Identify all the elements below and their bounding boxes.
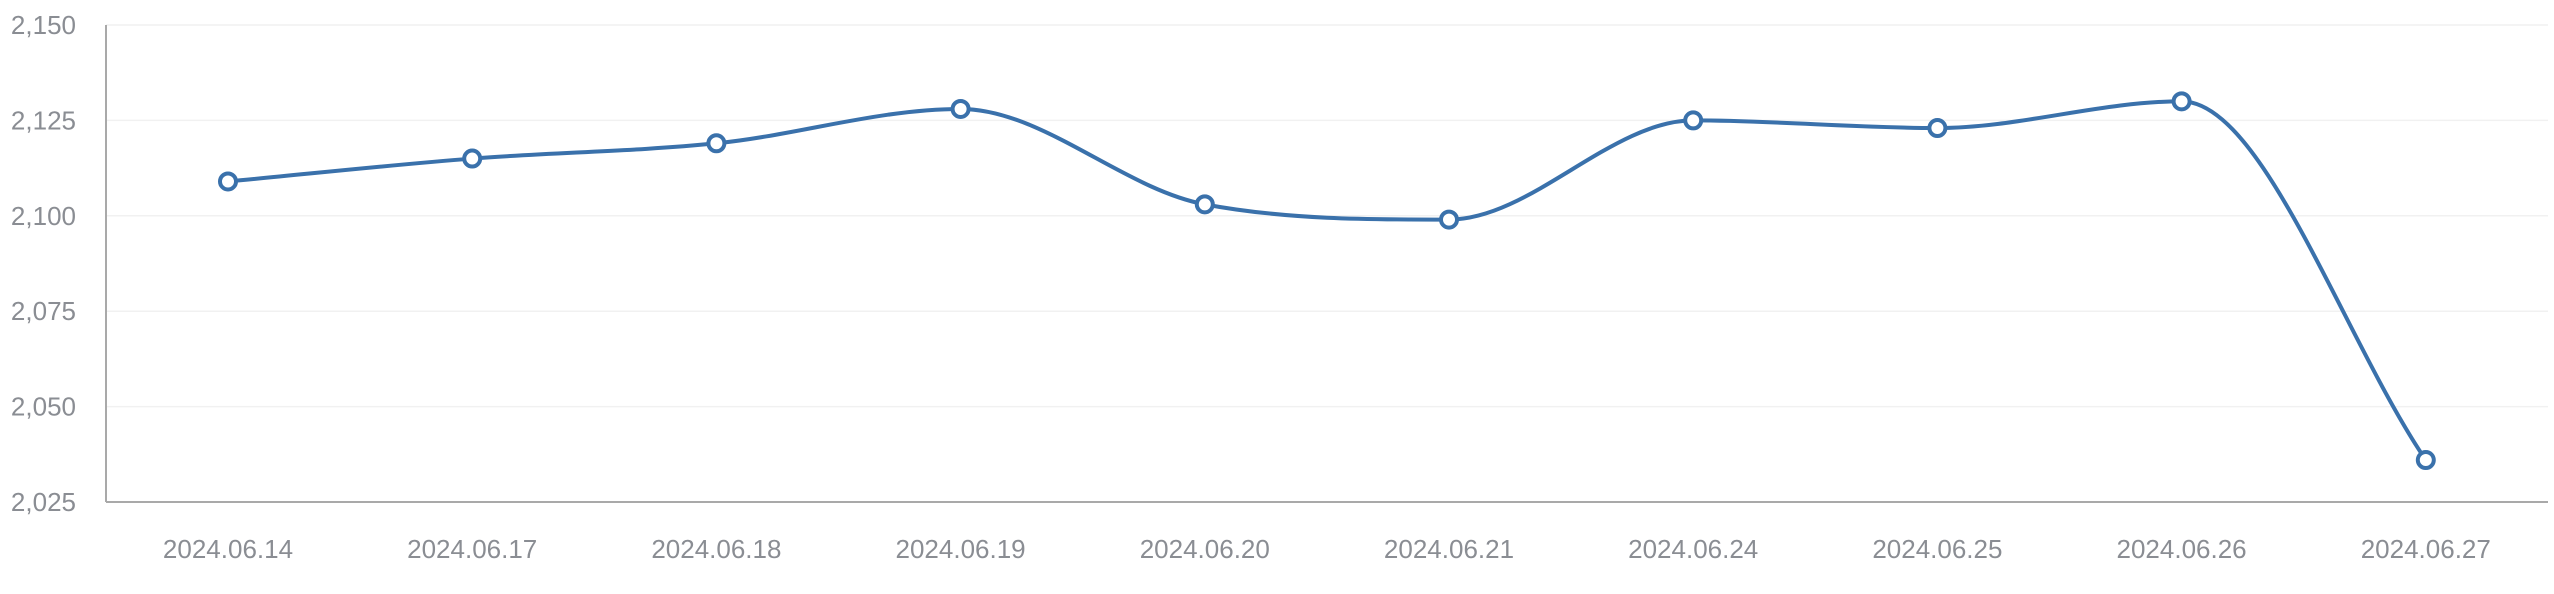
x-tick-label: 2024.06.17 bbox=[407, 534, 537, 564]
data-point[interactable] bbox=[950, 98, 971, 119]
data-point[interactable] bbox=[218, 171, 238, 192]
x-tick-label: 2024.06.25 bbox=[1872, 534, 2002, 564]
x-tick-label: 2024.06.18 bbox=[651, 534, 781, 564]
series-line bbox=[226, 99, 2428, 463]
axes bbox=[105, 25, 2548, 503]
y-tick-label: 2,025 bbox=[11, 487, 76, 517]
data-point[interactable] bbox=[2171, 91, 2192, 112]
y-axis-tick-labels: 2,025 2,050 2,075 2,100 2,125 2,150 bbox=[11, 10, 76, 517]
data-point[interactable] bbox=[462, 148, 483, 169]
x-tick-label: 2024.06.21 bbox=[1384, 534, 1514, 564]
x-tick-label: 2024.06.14 bbox=[163, 534, 293, 564]
x-axis-tick-labels: 2024.06.14 2024.06.17 2024.06.18 2024.06.19… bbox=[163, 534, 2491, 564]
y-tick-label: 2,100 bbox=[11, 201, 76, 231]
data-point[interactable] bbox=[2415, 450, 2436, 471]
data-point[interactable] bbox=[1439, 209, 1459, 230]
y-tick-label: 2,125 bbox=[11, 105, 76, 135]
x-tick-label: 2024.06.19 bbox=[896, 534, 1026, 564]
data-point[interactable] bbox=[1927, 118, 1948, 139]
y-tick-label: 2,075 bbox=[11, 296, 76, 326]
y-tick-label: 2,050 bbox=[11, 392, 76, 422]
x-tick-label: 2024.06.24 bbox=[1628, 534, 1758, 564]
x-tick-label: 2024.06.27 bbox=[2361, 534, 2491, 564]
series-layer bbox=[226, 99, 2428, 463]
data-point[interactable] bbox=[1683, 110, 1704, 131]
x-tick-label: 2024.06.20 bbox=[1140, 534, 1270, 564]
data-points bbox=[218, 91, 2436, 471]
data-point[interactable] bbox=[706, 133, 727, 154]
x-tick-label: 2024.06.26 bbox=[2117, 534, 2247, 564]
data-point[interactable] bbox=[1194, 194, 1215, 215]
y-tick-label: 2,150 bbox=[11, 10, 76, 40]
